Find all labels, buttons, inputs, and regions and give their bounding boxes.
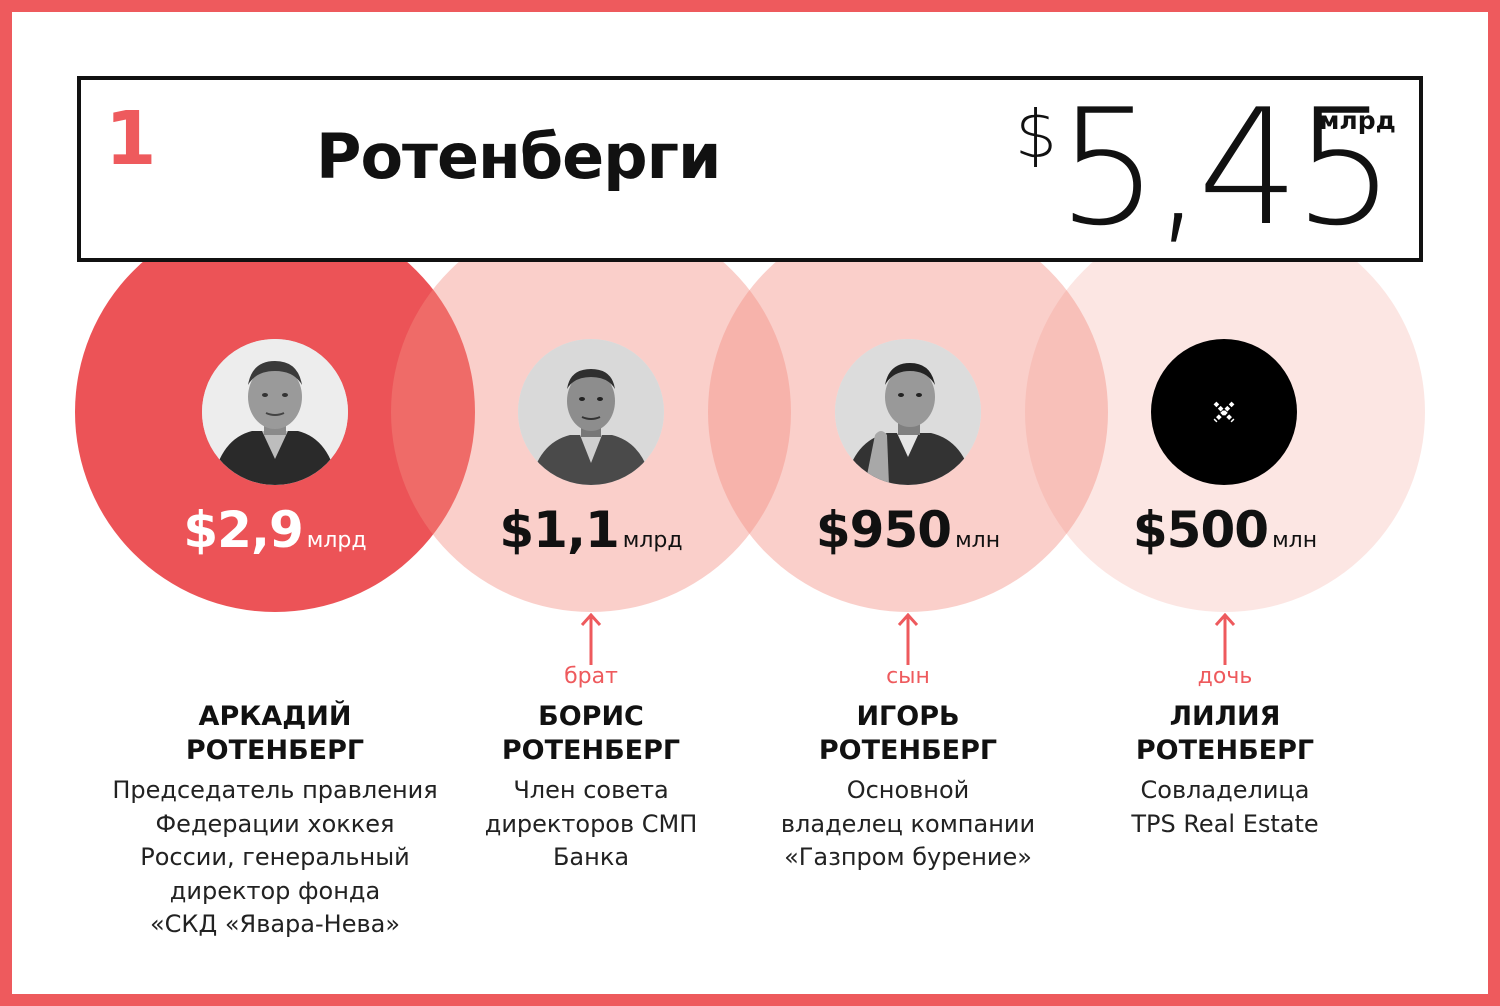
- relation-igor: сын: [886, 664, 930, 689]
- description-line: директоров СМП: [484, 809, 698, 838]
- wealth-boris: $1,1 млрд: [391, 505, 791, 555]
- description-boris: Член совета директоров СМП Банка: [411, 774, 771, 875]
- relation-boris: брат: [564, 664, 618, 689]
- description-liliya: Совладелица TPS Real Estate: [1045, 774, 1405, 841]
- last-name: РОТЕНБЕРГ: [818, 735, 998, 766]
- total-wealth: 5,45: [1057, 74, 1395, 261]
- description-line: TPS Real Estate: [1131, 809, 1319, 838]
- last-name: РОТЕНБЕРГ: [501, 735, 681, 766]
- rank-number: 1: [105, 96, 157, 182]
- portrait-placeholder-liliya: [1151, 339, 1297, 485]
- wealth-value: $1,1: [499, 501, 619, 559]
- wealth-value: $950: [815, 501, 952, 559]
- family-name: Ротенберги: [316, 120, 721, 193]
- wealth-value: $2,9: [183, 501, 303, 559]
- no-photo-icon: [1151, 339, 1297, 485]
- last-name: РОТЕНБЕРГ: [185, 735, 365, 766]
- arrow-up-icon: [580, 613, 602, 665]
- wealth-unit: млн: [1272, 528, 1318, 553]
- description-line: «СКД «Явара-Нева»: [149, 910, 401, 938]
- description-line: «Газпром бурение»: [784, 843, 1032, 871]
- description-line: Основной: [846, 776, 970, 804]
- description-line: Председатель правления: [112, 776, 438, 804]
- description-line: Банка: [552, 843, 630, 871]
- portrait-arkady: [202, 339, 348, 485]
- first-name: ИГОРЬ: [856, 701, 960, 732]
- arrow-up-icon: [897, 613, 919, 665]
- family-header: 1 Ротенберги $ 5,45 млрд: [77, 76, 1423, 262]
- person-name-boris: БОРИС РОТЕНБЕРГ: [411, 700, 771, 768]
- wealth-igor: $950 млн: [708, 505, 1108, 555]
- description-line: Член совета: [513, 776, 669, 804]
- wealth-value: $500: [1132, 501, 1269, 559]
- first-name: ЛИЛИЯ: [1169, 701, 1281, 732]
- first-name: АРКАДИЙ: [198, 701, 352, 732]
- wealth-liliya: $500 млн: [1025, 505, 1425, 555]
- description-arkady: Председатель правления Федерации хоккея …: [95, 774, 455, 942]
- description-line: владелец компании: [780, 809, 1036, 838]
- total-unit: млрд: [1319, 106, 1396, 135]
- last-name: РОТЕНБЕРГ: [1135, 735, 1315, 766]
- person-name-igor: ИГОРЬ РОТЕНБЕРГ: [728, 700, 1088, 768]
- description-line: директор фонда: [169, 876, 381, 905]
- wealth-unit: млн: [955, 528, 1001, 553]
- wealth-unit: млрд: [306, 528, 367, 553]
- portrait-igor: [835, 339, 981, 485]
- description-igor: Основной владелец компании «Газпром буре…: [728, 774, 1088, 875]
- first-name: БОРИС: [538, 701, 644, 732]
- person-name-liliya: ЛИЛИЯ РОТЕНБЕРГ: [1045, 700, 1405, 768]
- person-name-arkady: АРКАДИЙ РОТЕНБЕРГ: [95, 700, 455, 768]
- total-currency: $: [1015, 96, 1057, 173]
- wealth-unit: млрд: [622, 528, 683, 553]
- description-line: Федерации хоккея: [155, 809, 395, 838]
- portrait-boris: [518, 339, 664, 485]
- arrow-up-icon: [1214, 613, 1236, 665]
- relation-liliya: дочь: [1197, 664, 1253, 689]
- description-line: России, генеральный: [140, 843, 410, 871]
- wealth-arkady: $2,9 млрд: [75, 505, 475, 555]
- description-line: Совладелица: [1140, 776, 1310, 804]
